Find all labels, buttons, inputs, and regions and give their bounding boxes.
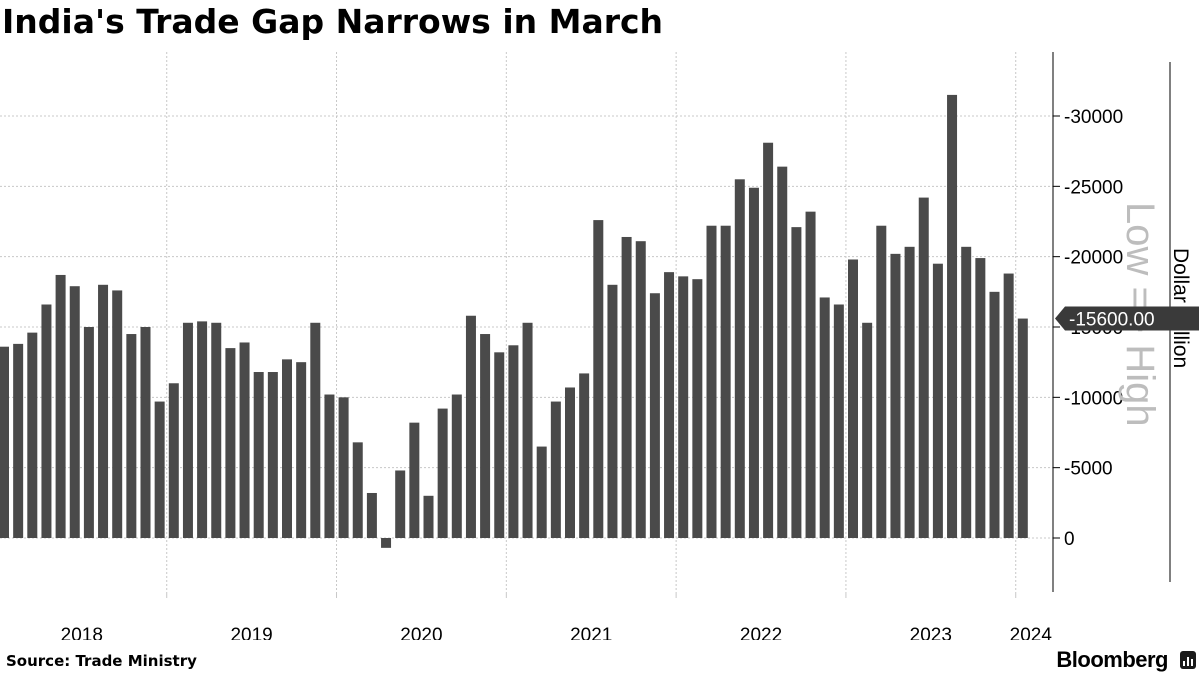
bar bbox=[565, 387, 575, 538]
bar bbox=[55, 274, 66, 538]
bar bbox=[635, 241, 646, 538]
bar bbox=[409, 422, 420, 538]
bar bbox=[819, 297, 830, 538]
bar bbox=[381, 538, 392, 548]
bar bbox=[791, 227, 802, 539]
bar bbox=[833, 304, 844, 538]
x-axis-labels: 2018 2019 2020 2021 2022 2023 2024 bbox=[61, 625, 1053, 640]
bar bbox=[918, 197, 929, 538]
bar bbox=[494, 352, 505, 538]
bar bbox=[1017, 318, 1028, 538]
bar bbox=[621, 236, 632, 538]
y-axis-ticks: 0-5000-10000-15000-20000-25000-30000 bbox=[1053, 107, 1123, 550]
bar bbox=[437, 408, 448, 538]
y-tick-label: -30000 bbox=[1064, 107, 1123, 128]
bar bbox=[961, 246, 972, 538]
bar bbox=[862, 322, 873, 538]
y-tick-label: -25000 bbox=[1064, 177, 1123, 198]
bar bbox=[947, 94, 958, 539]
x-tick-label: 2023 bbox=[910, 625, 952, 640]
bar bbox=[211, 322, 222, 538]
bar bbox=[706, 225, 717, 538]
y-tick-label: -20000 bbox=[1064, 248, 1123, 269]
chart: 0-5000-10000-15000-20000-25000-30000 201… bbox=[0, 52, 1199, 640]
x-tick-label: 2019 bbox=[230, 625, 272, 640]
bar-series bbox=[0, 94, 1028, 548]
bar bbox=[904, 246, 915, 538]
bar bbox=[678, 276, 689, 538]
bar bbox=[126, 334, 137, 538]
bar bbox=[763, 142, 774, 538]
bar bbox=[98, 284, 109, 538]
last-value-callout: -15600.00 bbox=[1055, 306, 1199, 331]
bar bbox=[465, 315, 476, 538]
x-tick-label: 2020 bbox=[400, 625, 442, 640]
bar bbox=[197, 321, 208, 538]
bar bbox=[338, 397, 349, 538]
bar bbox=[69, 286, 80, 538]
x-tick-label: 2024 bbox=[1010, 625, 1053, 640]
bar bbox=[649, 293, 660, 538]
bar bbox=[593, 220, 604, 539]
bar bbox=[550, 401, 561, 538]
bar bbox=[13, 343, 24, 538]
bar bbox=[239, 342, 250, 538]
x-tick-label: 2021 bbox=[570, 625, 612, 640]
y-tick-label: -5000 bbox=[1064, 459, 1113, 480]
bar bbox=[890, 253, 901, 538]
bar bbox=[0, 346, 9, 538]
bar bbox=[664, 272, 675, 538]
bar bbox=[607, 284, 618, 538]
bar bbox=[282, 359, 292, 538]
bar bbox=[352, 442, 363, 538]
bar bbox=[480, 334, 491, 538]
bar bbox=[748, 187, 759, 539]
bar bbox=[310, 322, 321, 538]
bar bbox=[692, 279, 703, 538]
bar bbox=[366, 492, 377, 538]
bar bbox=[324, 394, 335, 538]
y-tick-label: -10000 bbox=[1064, 388, 1123, 409]
bar bbox=[579, 373, 590, 538]
bar bbox=[451, 394, 462, 538]
bar bbox=[805, 211, 816, 539]
bar bbox=[182, 322, 193, 538]
bar bbox=[720, 225, 731, 538]
bar bbox=[112, 290, 123, 538]
bar bbox=[296, 362, 307, 538]
bar bbox=[848, 259, 858, 538]
bar bbox=[27, 332, 38, 538]
bar bbox=[777, 166, 788, 538]
y-tick-label: 0 bbox=[1064, 529, 1075, 550]
bar bbox=[140, 327, 151, 538]
x-tick-label: 2022 bbox=[740, 625, 782, 640]
bar bbox=[876, 225, 887, 538]
bar bbox=[267, 372, 278, 538]
bar bbox=[975, 258, 986, 538]
source-note: Source: Trade Ministry bbox=[6, 652, 197, 670]
bar bbox=[168, 383, 179, 538]
last-value-label: -15600.00 bbox=[1069, 310, 1155, 331]
bar bbox=[83, 327, 94, 538]
bloomberg-logo: Bloomberg bbox=[1056, 647, 1168, 672]
bloomberg-bars-icon bbox=[1180, 651, 1196, 669]
bar bbox=[154, 401, 165, 538]
bar bbox=[989, 291, 1000, 538]
bar bbox=[536, 446, 547, 538]
bar bbox=[423, 495, 434, 538]
bar bbox=[41, 304, 52, 538]
bar bbox=[932, 263, 943, 538]
bar bbox=[395, 470, 406, 538]
bar bbox=[734, 179, 745, 539]
bar bbox=[253, 372, 264, 538]
bar bbox=[225, 348, 236, 538]
bar bbox=[522, 322, 533, 538]
chart-title: India's Trade Gap Narrows in March bbox=[2, 2, 664, 41]
bar bbox=[508, 345, 519, 538]
bar bbox=[1003, 273, 1014, 538]
x-tick-label: 2018 bbox=[61, 625, 103, 640]
last-value-marker bbox=[1055, 306, 1199, 331]
